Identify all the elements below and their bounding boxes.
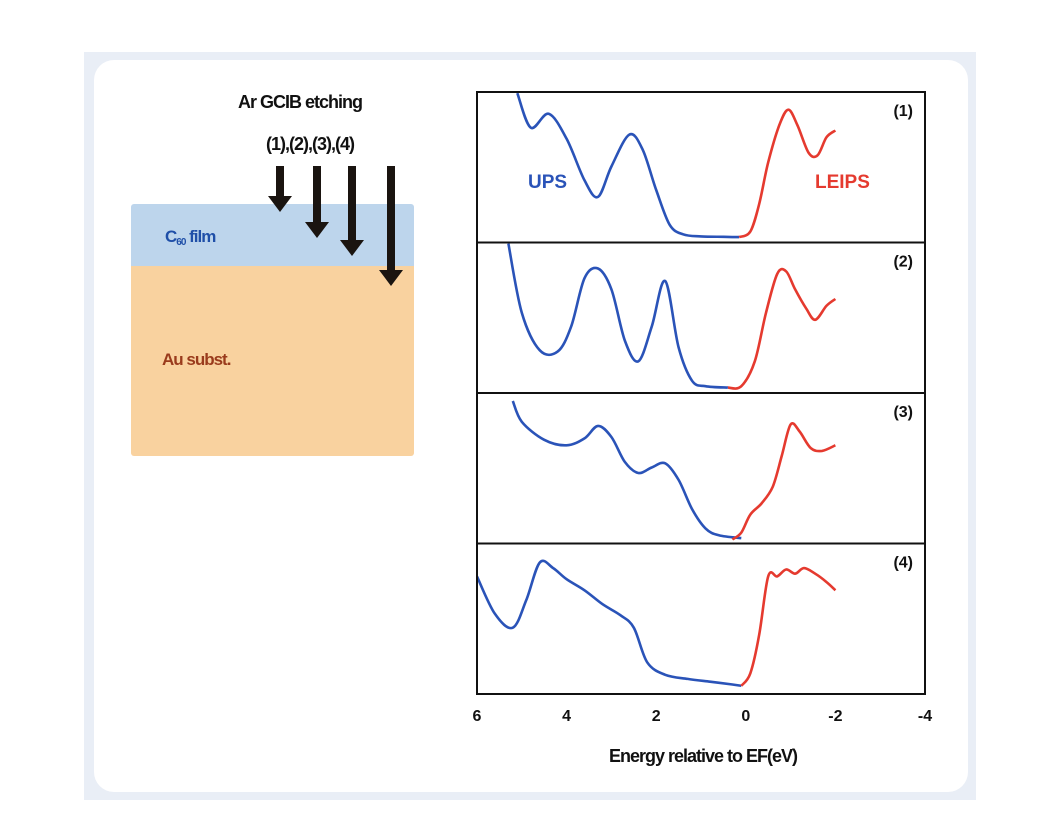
etching-title: Ar GCIB etching — [238, 92, 363, 112]
substrate-label: Au subst. — [162, 350, 231, 369]
c60-film-layer — [131, 204, 414, 266]
etching-steps: (1),(2),(3),(4) — [266, 134, 355, 154]
film-label: C60 film — [165, 227, 216, 248]
au-substrate-layer — [131, 266, 414, 456]
